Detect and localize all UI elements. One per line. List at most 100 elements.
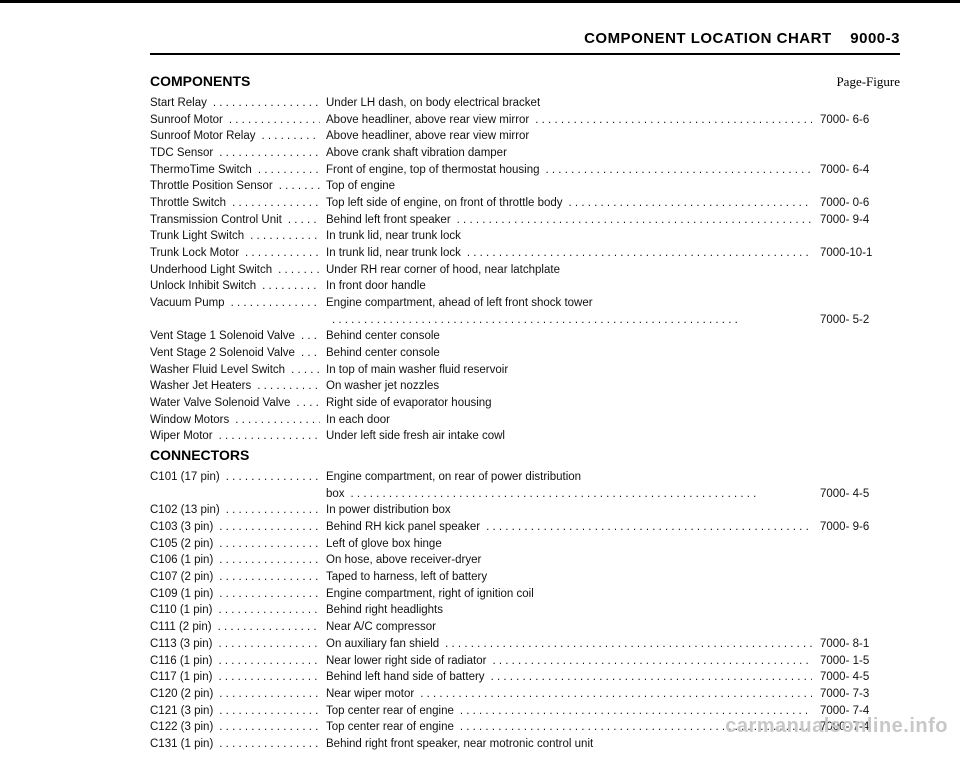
location-text: Top left side of engine, on front of thr… xyxy=(326,197,565,209)
table-row: ThermoTime SwitchFront of engine, top of… xyxy=(150,162,900,179)
section-header: COMPONENTSPage-Figure xyxy=(150,73,900,93)
component-name: C131 (1 pin) xyxy=(150,738,215,750)
table-row: C120 (2 pin)Near wiper motor7000- 7-3 xyxy=(150,686,900,703)
component-name: Water Valve Solenoid Valve xyxy=(150,397,292,409)
location-cell: box xyxy=(320,486,812,503)
page-figure-ref: 7000- 8-1 xyxy=(812,636,900,653)
table-row: Sunroof Motor RelayAbove headliner, abov… xyxy=(150,128,900,145)
section-heading: CONNECTORS xyxy=(150,447,249,467)
page-figure-ref: 7000- 6-4 xyxy=(812,162,900,179)
location-cell: Under RH rear corner of hood, near latch… xyxy=(320,262,812,279)
location-cell: Right side of evaporator housing xyxy=(320,395,812,412)
component-name-cell: Washer Fluid Level Switch xyxy=(150,362,320,379)
location-cell: Engine compartment, on rear of power dis… xyxy=(320,469,812,486)
location-text: Top of engine xyxy=(326,180,397,192)
watermark: carmanualsonline.info xyxy=(725,715,948,738)
table-row: Throttle Position Sensor Top of engine xyxy=(150,178,900,195)
location-text: Taped to harness, left of battery xyxy=(326,571,489,583)
location-text: On hose, above receiver-dryer xyxy=(326,554,483,566)
component-name: C117 (1 pin) xyxy=(150,671,214,683)
component-name: C106 (1 pin) xyxy=(150,554,215,566)
table-row: Vent Stage 1 Solenoid ValveBehind center… xyxy=(150,328,900,345)
table-row: Vacuum PumpEngine compartment, ahead of … xyxy=(150,295,900,312)
component-name: C120 (2 pin) xyxy=(150,688,215,700)
component-name-cell: C122 (3 pin) xyxy=(150,719,320,736)
component-name-cell: Sunroof Motor Relay xyxy=(150,128,320,145)
location-text: Engine compartment, ahead of left front … xyxy=(326,297,595,309)
location-cell: In each door xyxy=(320,412,812,429)
page-figure-ref: 7000- 5-2 xyxy=(812,312,900,329)
component-name-cell: Vent Stage 1 Solenoid Valve xyxy=(150,328,320,345)
component-name-cell: Throttle Switch xyxy=(150,195,320,212)
location-text: In power distribution box xyxy=(326,504,453,516)
location-cell: Top of engine xyxy=(320,178,812,195)
component-name: Vent Stage 2 Solenoid Valve xyxy=(150,347,297,359)
page-figure-ref: 7000- 9-6 xyxy=(812,519,900,536)
table-row: C111 (2 pin)Near A/C compressor xyxy=(150,619,900,636)
table-row: TDC SensorAbove crank shaft vibration da… xyxy=(150,145,900,162)
location-cell: Engine compartment, ahead of left front … xyxy=(320,295,812,312)
location-cell: Behind left hand side of battery xyxy=(320,669,812,686)
location-text: Near A/C compressor xyxy=(326,621,438,633)
header-page-number: 9000-3 xyxy=(850,30,900,47)
page-figure-ref: 7000- 1-5 xyxy=(812,653,900,670)
component-name: Washer Jet Heaters xyxy=(150,380,253,392)
table-row: C103 (3 pin) Behind RH kick panel speaker… xyxy=(150,519,900,536)
location-text: Under RH rear corner of hood, near latch… xyxy=(326,264,562,276)
component-name-cell: Water Valve Solenoid Valve xyxy=(150,395,320,412)
component-name: C122 (3 pin) xyxy=(150,721,215,733)
location-text: Behind left front speaker xyxy=(326,214,453,226)
component-name: Unlock Inhibit Switch xyxy=(150,280,258,292)
component-name-cell: Throttle Position Sensor xyxy=(150,178,320,195)
location-cell: In trunk lid, near trunk lock xyxy=(320,245,812,262)
component-name-cell: C117 (1 pin) xyxy=(150,669,320,686)
table-row: Unlock Inhibit Switch In front door handl… xyxy=(150,278,900,295)
location-cell: Above crank shaft vibration damper xyxy=(320,145,812,162)
table-row: Water Valve Solenoid Valve Right side of … xyxy=(150,395,900,412)
component-name-cell: C105 (2 pin) xyxy=(150,536,320,553)
location-cell: Left of glove box hinge xyxy=(320,536,812,553)
location-cell: Under left side fresh air intake cowl xyxy=(320,428,812,445)
location-cell: Under LH dash, on body electrical bracke… xyxy=(320,95,812,112)
location-cell: Behind RH kick panel speaker xyxy=(320,519,812,536)
location-cell: Above headliner, above rear view mirror xyxy=(320,128,812,145)
component-name: Underhood Light Switch xyxy=(150,264,274,276)
page-figure-ref: 7000- 4-5 xyxy=(812,669,900,686)
component-name: C116 (1 pin) xyxy=(150,655,214,667)
page-figure-ref: 7000-10-1 xyxy=(812,245,900,262)
component-name-cell: Washer Jet Heaters xyxy=(150,378,320,395)
component-name: Sunroof Motor xyxy=(150,114,225,126)
sections-container: COMPONENTSPage-Figure Start RelayUnder LH… xyxy=(150,73,900,753)
location-cell: On washer jet nozzles xyxy=(320,378,812,395)
component-name-cell: Wiper Motor xyxy=(150,428,320,445)
table-row: Washer Jet Heaters On washer jet nozzles xyxy=(150,378,900,395)
table-row: Trunk Light SwitchIn trunk lid, near tru… xyxy=(150,228,900,245)
component-name-cell: C131 (1 pin) xyxy=(150,736,320,753)
location-text: In trunk lid, near trunk lock xyxy=(326,230,463,242)
location-text: Under LH dash, on body electrical bracke… xyxy=(326,97,542,109)
table-row: C117 (1 pin) Behind left hand side of bat… xyxy=(150,669,900,686)
page-figure-ref: 7000- 9-4 xyxy=(812,212,900,229)
component-name: Trunk Lock Motor xyxy=(150,247,241,259)
location-text xyxy=(326,314,328,326)
component-name: C110 (1 pin) xyxy=(150,604,214,616)
component-name-cell: Underhood Light Switch xyxy=(150,262,320,279)
location-text: Top center rear of engine xyxy=(326,721,456,733)
component-name: C103 (3 pin) xyxy=(150,521,215,533)
location-cell xyxy=(320,312,812,329)
location-text: Under left side fresh air intake cowl xyxy=(326,430,507,442)
component-name: C105 (2 pin) xyxy=(150,538,215,550)
location-cell: In power distribution box xyxy=(320,502,812,519)
location-cell: Behind center console xyxy=(320,345,812,362)
table-row: Throttle Switch Top left side of engine, … xyxy=(150,195,900,212)
component-name: C113 (3 pin) xyxy=(150,638,214,650)
component-name-cell: ThermoTime Switch xyxy=(150,162,320,179)
location-text: Left of glove box hinge xyxy=(326,538,444,550)
location-text: Behind left hand side of battery xyxy=(326,671,487,683)
location-text: In front door handle xyxy=(326,280,428,292)
table-row: C116 (1 pin)Near lower right side of rad… xyxy=(150,653,900,670)
table-row: Start RelayUnder LH dash, on body electr… xyxy=(150,95,900,112)
component-name: C121 (3 pin) xyxy=(150,705,215,717)
component-name: Wiper Motor xyxy=(150,430,215,442)
location-cell: Behind left front speaker xyxy=(320,212,812,229)
